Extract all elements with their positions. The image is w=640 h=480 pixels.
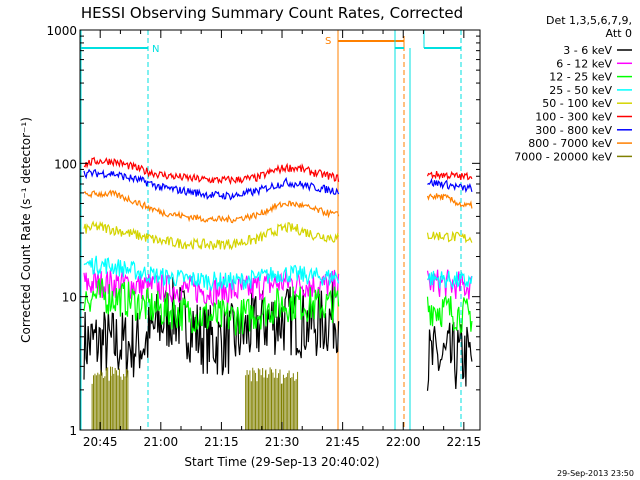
axes: 20:45 21:00 21:15 21:30 21:45 22:00 22:15 1 10 10… — [46, 24, 481, 449]
x-tick-label: 21:00 — [144, 435, 179, 449]
series-4 — [83, 255, 473, 292]
series-line — [83, 168, 340, 201]
series-layer — [83, 156, 473, 430]
series-line — [83, 255, 340, 292]
x-tick-label: 21:30 — [265, 435, 300, 449]
legend-label: 800 - 7000 keV — [528, 137, 612, 150]
annotation-s: S — [325, 36, 331, 47]
y-tick-label: 1000 — [46, 24, 77, 38]
series-line — [83, 189, 340, 224]
series-7 — [83, 168, 473, 201]
series-6 — [83, 156, 473, 186]
series-line — [426, 321, 473, 391]
series-line — [83, 269, 340, 308]
series-3 — [83, 277, 473, 336]
legend-label: 25 - 50 keV — [549, 84, 612, 97]
y-tick-label: 1 — [69, 424, 77, 438]
chart-title: HESSI Observing Summary Count Rates, Cor… — [81, 4, 463, 22]
series-line — [426, 170, 473, 181]
y-tick-label: 10 — [62, 291, 77, 305]
series-line — [83, 156, 340, 186]
legend-label: 3 - 6 keV — [563, 44, 612, 57]
x-tick-label: 22:00 — [386, 435, 421, 449]
legend-label: 50 - 100 keV — [542, 97, 612, 110]
orbit-annotations: N S — [80, 30, 462, 430]
legend-label: 6 - 12 keV — [556, 57, 612, 70]
series-8 — [83, 189, 473, 224]
legend-label: 100 - 300 keV — [535, 111, 612, 124]
series-line — [83, 220, 340, 251]
plot-frame — [79, 29, 481, 431]
series-5 — [83, 220, 473, 251]
annotation-n: N — [152, 44, 159, 55]
series-line — [83, 277, 340, 336]
legend-label: 7000 - 20000 keV — [514, 150, 612, 163]
x-tick-label: 22:15 — [447, 435, 482, 449]
series-line — [427, 177, 473, 194]
series-9 — [91, 366, 299, 430]
series-line — [426, 230, 473, 244]
legend-header-line-2: Att 0 — [606, 27, 632, 40]
legend-label: 300 - 800 keV — [535, 124, 612, 137]
legend-label: 12 - 25 keV — [549, 71, 612, 84]
x-axis-label: Start Time (29-Sep-13 20:40:02) — [184, 455, 379, 469]
y-axis-label: Corrected Count Rate (s⁻¹ detector⁻¹) — [19, 117, 33, 343]
x-tick-label: 21:45 — [325, 435, 360, 449]
plot-timestamp: 29-Sep-2013 23:50 — [557, 469, 634, 478]
series-line — [426, 270, 473, 290]
x-tick-label: 21:15 — [204, 435, 239, 449]
x-tick-label: 20:45 — [83, 435, 118, 449]
y-tick-label: 100 — [54, 157, 77, 171]
series-line — [426, 295, 473, 334]
series-line — [426, 193, 473, 209]
legend-header-line-1: Det 1,3,5,6,7,9, — [546, 14, 632, 27]
